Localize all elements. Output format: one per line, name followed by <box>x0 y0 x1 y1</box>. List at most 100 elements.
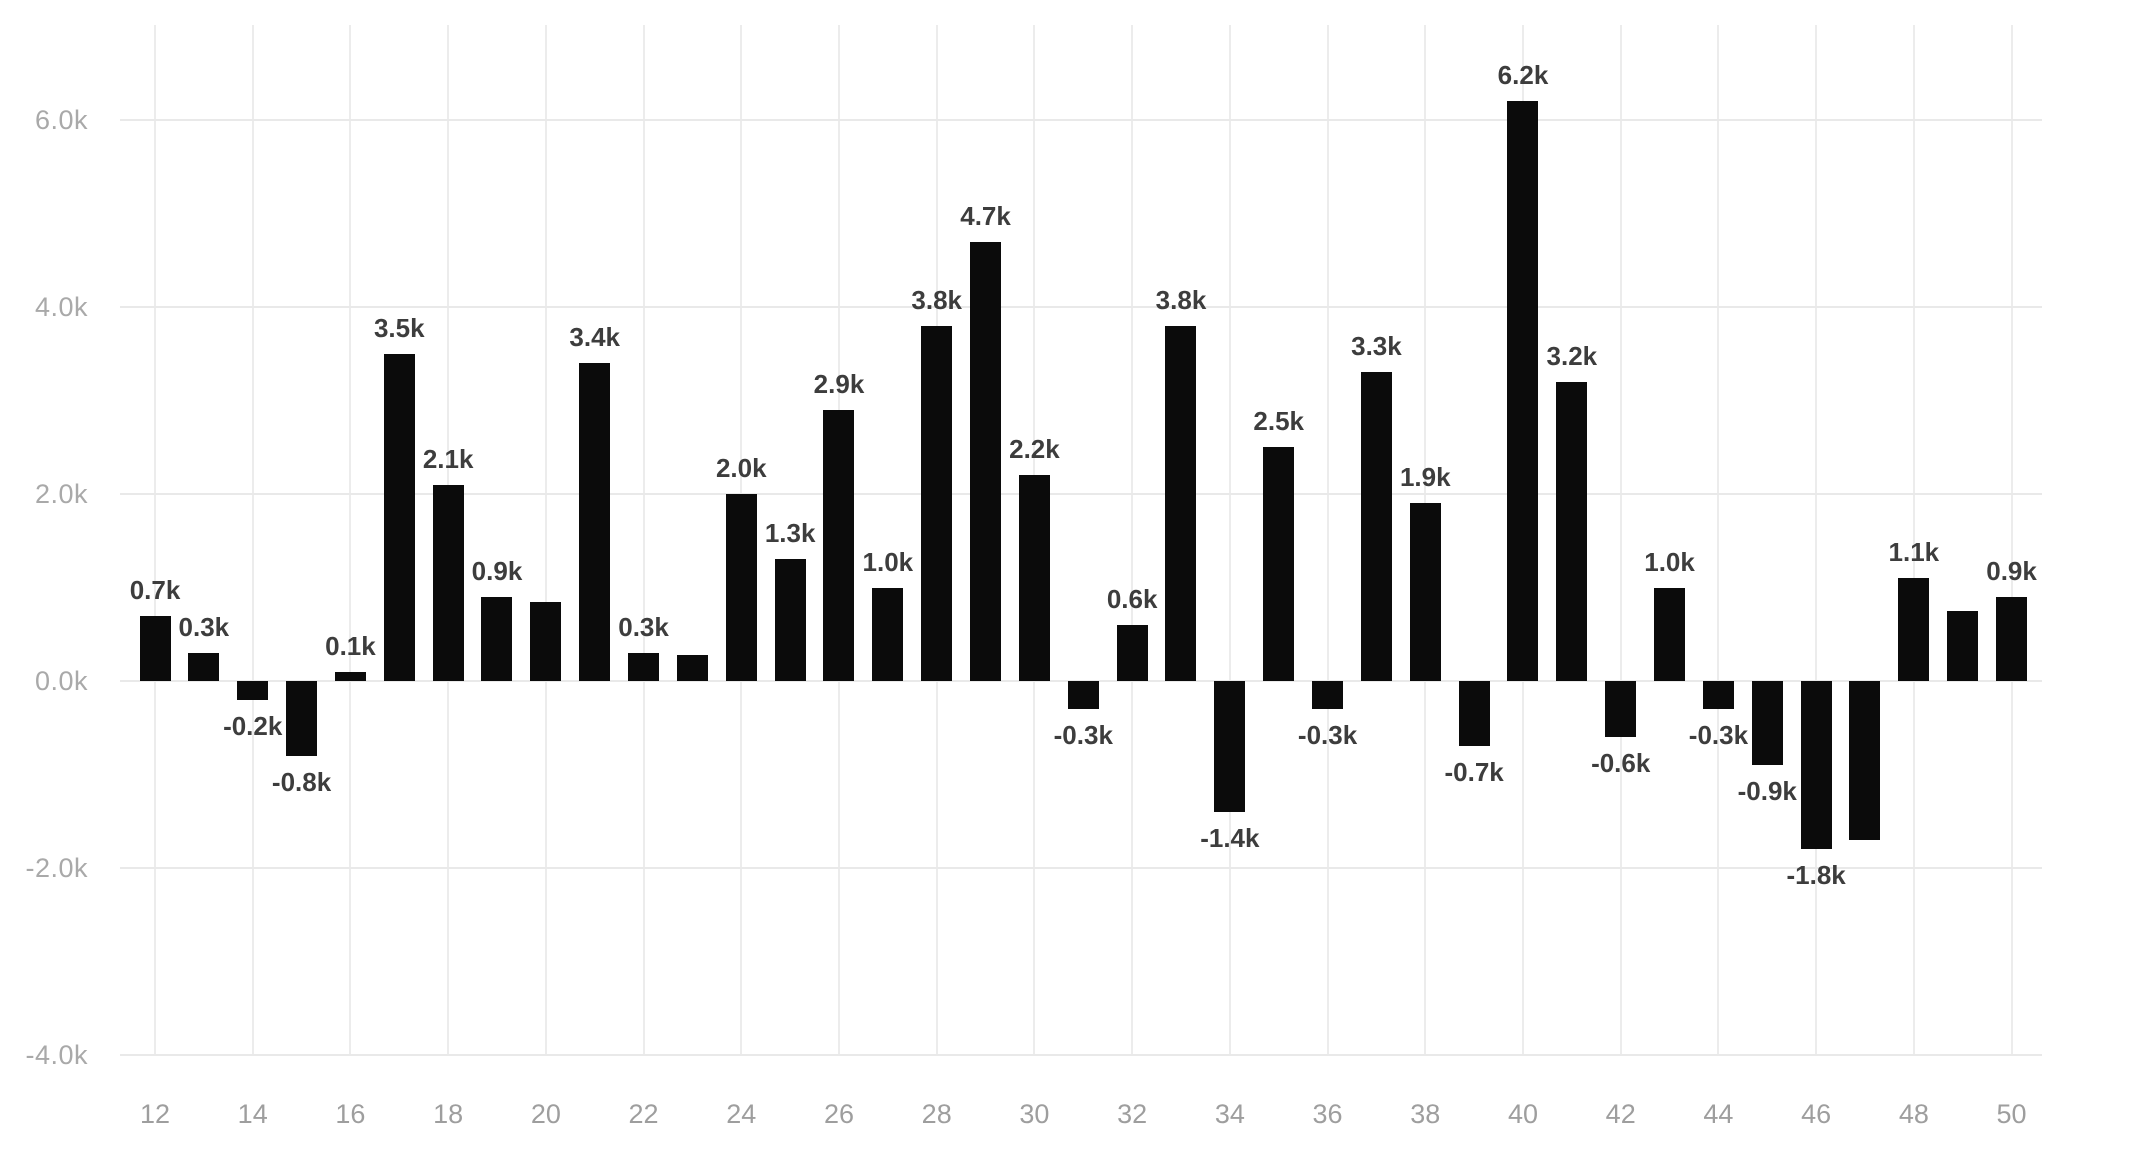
bar <box>334 671 366 681</box>
bar-value-label: 0.6k <box>1106 583 1158 614</box>
bar <box>1605 681 1637 738</box>
bar <box>774 559 806 681</box>
x-tick-label: 46 <box>1801 1099 1832 1129</box>
x-tick-label: 18 <box>433 1099 464 1129</box>
bar <box>1312 681 1344 710</box>
horizontal-gridline <box>120 119 2042 121</box>
bar-value-label: 2.9k <box>813 368 865 399</box>
bar <box>725 494 757 681</box>
bar-value-label: 6.2k <box>1497 60 1549 91</box>
y-tick-label: 0.0k <box>34 666 88 696</box>
bar <box>872 587 904 681</box>
vertical-gridline <box>1326 25 1329 1055</box>
bar-value-label: 1.9k <box>1399 462 1451 493</box>
bar <box>1263 447 1295 681</box>
bar-value-label: 3.8k <box>1155 284 1207 315</box>
bar-value-label: 3.3k <box>1351 331 1402 362</box>
bar-value-label: 3.4k <box>569 322 620 353</box>
x-tick-label: 24 <box>726 1099 757 1129</box>
x-tick-label: 28 <box>921 1099 952 1129</box>
bar-value-label: -0.8k <box>271 766 332 797</box>
bar-value-label: 2.2k <box>1009 434 1060 465</box>
bar <box>1214 681 1246 812</box>
y-tick-label: 6.0k <box>34 105 88 135</box>
bar-value-label: 1.3k <box>764 518 816 549</box>
bar <box>188 652 220 681</box>
bar-value-label: 3.5k <box>373 312 425 343</box>
bar <box>1018 475 1050 681</box>
horizontal-gridline <box>120 1054 2042 1056</box>
bar-value-label: 3.8k <box>911 284 962 315</box>
bar <box>921 325 953 681</box>
bar-value-label: 1.0k <box>862 546 914 577</box>
x-tick-label: 36 <box>1312 1099 1343 1129</box>
bar <box>1702 681 1734 710</box>
bar <box>676 654 708 681</box>
bar <box>1654 587 1686 681</box>
bar <box>1947 610 1979 681</box>
x-tick-label: 26 <box>823 1099 854 1129</box>
bar <box>628 652 660 681</box>
bar-value-label: 0.9k <box>1986 555 2037 586</box>
bar-value-label: 1.1k <box>1888 537 1940 568</box>
bar <box>237 681 269 700</box>
bar-value-label: 3.2k <box>1546 340 1598 371</box>
bar-value-label: -0.3k <box>1053 720 1113 751</box>
x-tick-label: 32 <box>1117 1099 1148 1129</box>
x-tick-label: 20 <box>530 1099 561 1129</box>
y-tick-label: 4.0k <box>34 292 88 322</box>
bar-value-label: 0.3k <box>618 611 669 642</box>
x-tick-label: 44 <box>1703 1099 1734 1129</box>
vertical-gridline <box>154 25 156 1055</box>
y-tick-label: 2.0k <box>34 479 88 509</box>
vertical-gridline <box>1228 25 1231 1055</box>
x-tick-label: 40 <box>1507 1099 1538 1129</box>
vertical-gridline <box>1619 25 1622 1055</box>
vertical-gridline <box>544 25 547 1055</box>
bar <box>970 241 1002 681</box>
vertical-gridline <box>1131 25 1134 1055</box>
bar <box>823 409 855 681</box>
bar-value-label: -0.3k <box>1688 720 1749 751</box>
x-tick-label: 38 <box>1410 1099 1441 1129</box>
bar <box>139 615 171 681</box>
vertical-gridline <box>1815 25 1818 1055</box>
bar-value-label: -1.8k <box>1786 860 1846 891</box>
bar <box>1849 681 1881 840</box>
vertical-gridline <box>2010 25 2013 1055</box>
vertical-gridline <box>1717 25 1720 1055</box>
horizontal-gridline <box>120 867 2042 869</box>
bar <box>1556 381 1588 681</box>
bar-value-label: 2.1k <box>422 443 474 474</box>
bar-value-label: -0.6k <box>1591 748 1651 779</box>
bar <box>1458 681 1490 747</box>
bar-value-label: -0.3k <box>1297 720 1358 751</box>
bar <box>481 596 513 681</box>
bar <box>1067 681 1099 710</box>
horizontal-gridline <box>120 306 2042 308</box>
bar-value-label: 1.0k <box>1644 546 1695 577</box>
y-tick-label: -4.0k <box>25 1040 88 1070</box>
bar-value-label: -0.7k <box>1444 757 1504 788</box>
vertical-gridline <box>349 25 352 1055</box>
bar <box>1116 624 1148 681</box>
bar-value-label: 0.1k <box>325 630 376 661</box>
vertical-gridline <box>251 25 254 1055</box>
bar-value-label: -0.9k <box>1737 776 1797 807</box>
bar <box>1751 681 1783 766</box>
y-tick-label: -2.0k <box>25 853 88 883</box>
vertical-gridline <box>642 25 645 1055</box>
x-tick-label: 50 <box>1996 1099 2027 1129</box>
bar <box>432 484 464 681</box>
bar-value-label: 2.0k <box>715 453 767 483</box>
bar <box>1800 681 1832 850</box>
bar <box>1165 325 1197 681</box>
bar <box>1507 101 1539 681</box>
bar-value-label: 0.9k <box>471 555 523 586</box>
x-tick-label: 48 <box>1898 1099 1929 1129</box>
bar <box>530 601 562 681</box>
bar-value-label: -1.4k <box>1200 822 1260 853</box>
bar <box>383 353 415 681</box>
x-tick-label: 16 <box>335 1099 366 1129</box>
